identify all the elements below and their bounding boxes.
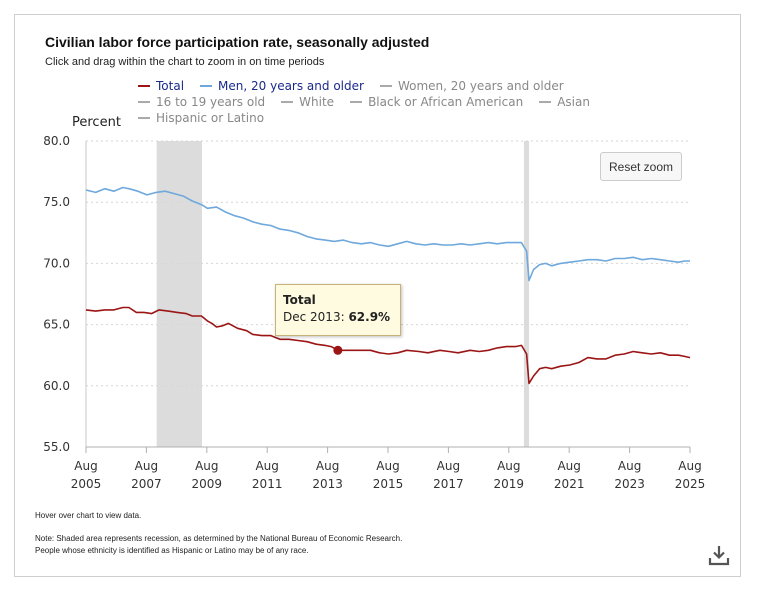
x-tick-month: Aug xyxy=(557,459,580,473)
legend-label: Hispanic or Latino xyxy=(156,111,265,125)
legend-row: Hispanic or Latino xyxy=(138,110,638,126)
legend-label: Total xyxy=(156,79,185,93)
legend-swatch xyxy=(138,116,150,119)
x-tick-month: Aug xyxy=(437,459,460,473)
x-tick-year: 2015 xyxy=(373,477,404,491)
x-tick-month: Aug xyxy=(195,459,218,473)
legend-label: 16 to 19 years old xyxy=(156,95,266,109)
recession-band xyxy=(523,141,530,447)
tooltip-series: Total xyxy=(283,293,316,307)
chart-subtitle: Click and drag within the chart to zoom … xyxy=(45,56,325,68)
legend-row: Total Men, 20 years and older Women, 20 ye… xyxy=(138,78,638,94)
chart-frame xyxy=(14,14,741,577)
legend-swatch xyxy=(200,84,213,87)
legend-item-16-to-19-years-old[interactable]: 16 to 19 years old xyxy=(138,94,265,110)
hover-hint: Hover over chart to view data. xyxy=(35,511,142,520)
legend-item-women-20-years-and-older[interactable]: Women, 20 years and older xyxy=(379,78,564,94)
x-tick-year: 2007 xyxy=(131,477,162,491)
x-tick-month: Aug xyxy=(135,459,158,473)
highlight-point xyxy=(333,345,343,355)
x-tick-year: 2017 xyxy=(433,477,464,491)
legend-item-asian[interactable]: Asian xyxy=(539,94,590,110)
y-tick-label: 70.0 xyxy=(43,256,70,270)
x-tick-month: Aug xyxy=(74,459,97,473)
reset-zoom-button[interactable]: Reset zoom xyxy=(600,152,682,181)
series-line-total xyxy=(85,306,691,385)
note-line-1: Note: Shaded area represents recession, … xyxy=(35,534,403,543)
tooltip-date: Dec 2013: xyxy=(283,310,345,324)
x-tick-year: 2021 xyxy=(554,477,585,491)
x-tick-month: Aug xyxy=(618,459,641,473)
x-tick-month: Aug xyxy=(497,459,520,473)
legend-item-hispanic-or-latino[interactable]: Hispanic or Latino xyxy=(138,110,264,126)
note-line-2: People whose ethnicity is identified as … xyxy=(35,546,309,555)
legend-item-white[interactable]: White xyxy=(281,94,334,110)
y-tick-label: 60.0 xyxy=(43,379,70,393)
y-tick-label: 80.0 xyxy=(43,134,70,148)
x-tick-year: 2011 xyxy=(252,477,283,491)
x-tick-year: 2019 xyxy=(494,477,525,491)
legend-item-men-20-years-and-older[interactable]: Men, 20 years and older xyxy=(200,78,364,94)
tooltip-value: 62.9% xyxy=(348,310,391,324)
recession-band xyxy=(156,141,202,447)
x-tick-month: Aug xyxy=(255,459,278,473)
chart-title: Civilian labor force participation rate,… xyxy=(45,34,430,50)
y-tick-label: 65.0 xyxy=(43,318,70,332)
y-axis-title: Percent xyxy=(72,115,121,130)
x-tick-month: Aug xyxy=(678,459,701,473)
x-tick-year: 2009 xyxy=(192,477,223,491)
x-tick-month: Aug xyxy=(376,459,399,473)
legend-swatch xyxy=(350,100,363,103)
legend-row: 16 to 19 years old White Black or African … xyxy=(138,94,638,110)
x-tick-year: 2013 xyxy=(312,477,343,491)
legend-swatch xyxy=(138,84,150,87)
legend-swatch xyxy=(539,100,552,103)
y-tick-label: 55.0 xyxy=(43,440,70,454)
download-icon[interactable] xyxy=(708,544,730,566)
x-tick-year: 2025 xyxy=(675,477,706,491)
y-tick-label: 75.0 xyxy=(43,195,70,209)
x-tick-year: 2005 xyxy=(71,477,102,491)
legend-label: White xyxy=(299,95,335,109)
x-tick-month: Aug xyxy=(316,459,339,473)
legend-label: Women, 20 years and older xyxy=(397,79,564,93)
legend-label: Men, 20 years and older xyxy=(218,79,364,93)
legend-item-black-or-african-american[interactable]: Black or African American xyxy=(350,94,523,110)
data-tooltip: Total Dec 2013: 62.9% xyxy=(275,284,401,336)
legend-item-total[interactable]: Total xyxy=(138,78,184,94)
x-tick-year: 2023 xyxy=(614,477,645,491)
legend-label: Asian xyxy=(557,95,590,109)
legend-swatch xyxy=(138,100,150,103)
legend: Total Men, 20 years and older Women, 20 ye… xyxy=(138,78,638,126)
series-line-men-20-years-and-older xyxy=(85,186,690,282)
legend-swatch xyxy=(281,100,294,103)
tooltip-value-line: Dec 2013: 62.9% xyxy=(283,310,393,324)
legend-label: Black or African American xyxy=(368,95,524,109)
legend-swatch xyxy=(379,84,392,87)
